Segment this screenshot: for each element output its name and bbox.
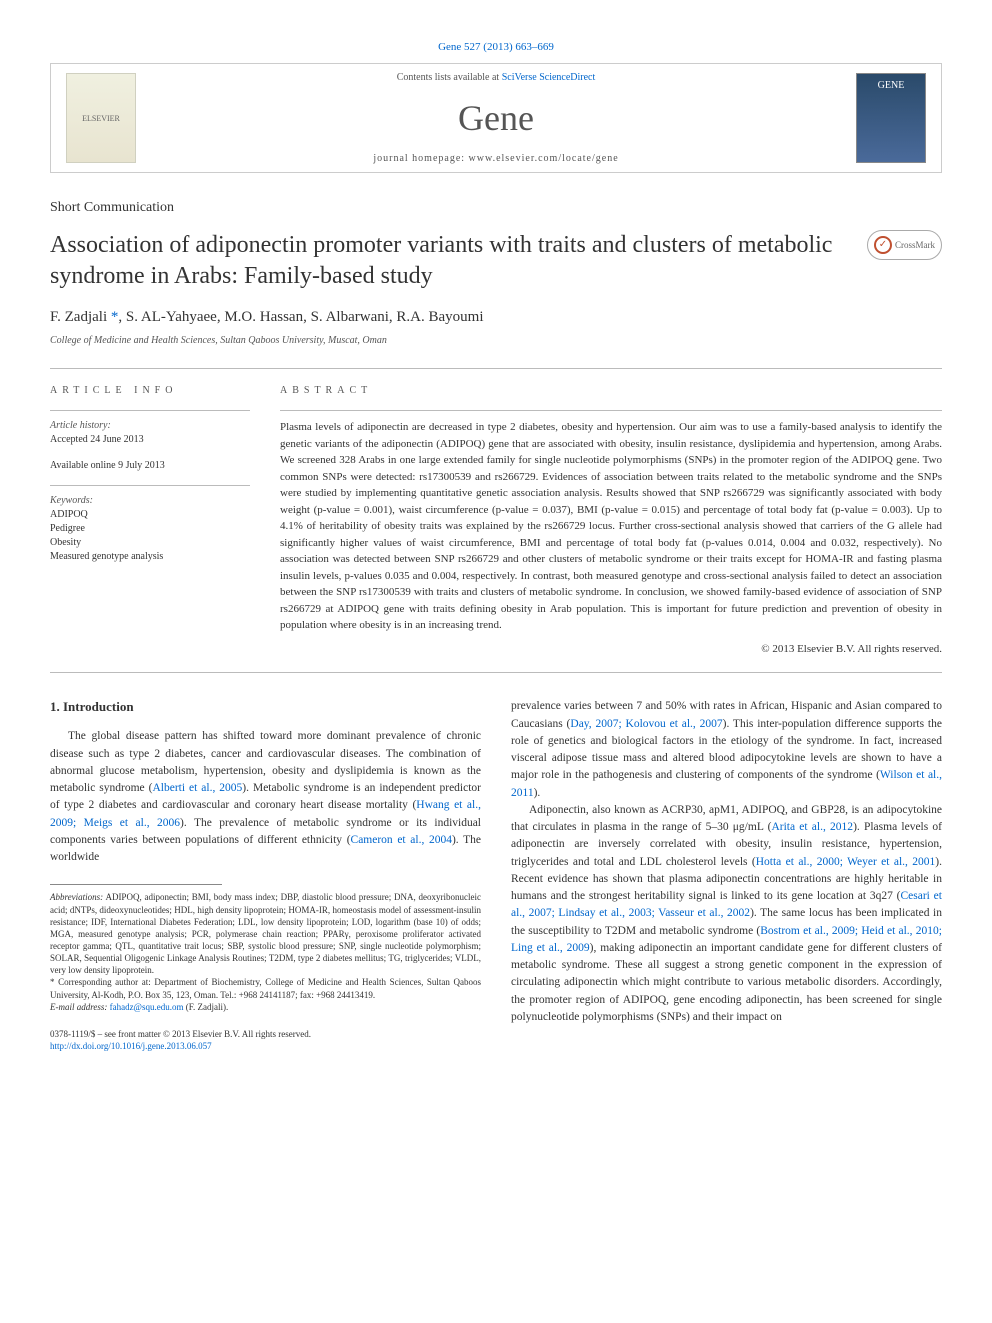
abbreviations-footnote: Abbreviations: ADIPOQ, adiponectin; BMI,… bbox=[50, 891, 481, 976]
page-footer: 0378-1119/$ – see front matter © 2013 El… bbox=[50, 1028, 481, 1053]
divider bbox=[50, 485, 250, 486]
article-type: Short Communication bbox=[50, 198, 942, 218]
journal-header: ELSEVIER Contents lists available at Sci… bbox=[50, 63, 942, 173]
body-paragraph: prevalence varies between 7 and 50% with… bbox=[511, 698, 942, 802]
journal-reference: Gene 527 (2013) 663–669 bbox=[50, 40, 942, 55]
crossmark-badge[interactable]: ✓ CrossMark bbox=[867, 230, 942, 260]
section-title: 1. Introduction bbox=[50, 698, 481, 716]
history-label: Article history: bbox=[50, 419, 250, 433]
divider bbox=[50, 410, 250, 411]
accepted-date: Accepted 24 June 2013 bbox=[50, 433, 250, 447]
divider bbox=[50, 368, 942, 369]
online-date: Available online 9 July 2013 bbox=[50, 459, 250, 473]
divider bbox=[50, 672, 942, 673]
keyword: Measured genotype analysis bbox=[50, 550, 250, 564]
keyword: Obesity bbox=[50, 536, 250, 550]
body-paragraph: The global disease pattern has shifted t… bbox=[50, 728, 481, 866]
doi-link[interactable]: http://dx.doi.org/10.1016/j.gene.2013.06… bbox=[50, 1041, 212, 1051]
authors: F. Zadjali *, S. AL-Yahyaee, M.O. Hassan… bbox=[50, 307, 942, 328]
footnote-divider bbox=[50, 884, 222, 885]
contents-available: Contents lists available at SciVerse Sci… bbox=[136, 71, 856, 85]
citation-link[interactable]: Cameron et al., 2004 bbox=[351, 834, 452, 846]
crossmark-icon: ✓ bbox=[874, 236, 892, 254]
affiliation: College of Medicine and Health Sciences,… bbox=[50, 334, 942, 348]
divider bbox=[280, 410, 942, 411]
email-link[interactable]: fahadz@squ.edu.om bbox=[110, 1002, 184, 1012]
elsevier-logo: ELSEVIER bbox=[66, 73, 136, 163]
citation-link[interactable]: Day, 2007; Kolovou et al., 2007 bbox=[570, 718, 722, 730]
corresponding-footnote: * Corresponding author at: Department of… bbox=[50, 976, 481, 1000]
keyword: Pedigree bbox=[50, 522, 250, 536]
keywords-label: Keywords: bbox=[50, 494, 250, 508]
journal-homepage: journal homepage: www.elsevier.com/locat… bbox=[136, 152, 856, 166]
issn-line: 0378-1119/$ – see front matter © 2013 El… bbox=[50, 1028, 481, 1041]
journal-cover-image: GENE bbox=[856, 73, 926, 163]
abstract-copyright: © 2013 Elsevier B.V. All rights reserved… bbox=[280, 642, 942, 657]
email-footnote: E-mail address: fahadz@squ.edu.om (F. Za… bbox=[50, 1001, 481, 1013]
keyword: ADIPOQ bbox=[50, 508, 250, 522]
citation-link[interactable]: Alberti et al., 2005 bbox=[152, 782, 242, 794]
article-info-header: ARTICLE INFO bbox=[50, 384, 250, 398]
abstract-header: ABSTRACT bbox=[280, 384, 942, 398]
article-title: Association of adiponectin promoter vari… bbox=[50, 230, 852, 292]
citation-link[interactable]: Hotta et al., 2000; Weyer et al., 2001 bbox=[756, 856, 936, 868]
abstract-text: Plasma levels of adiponectin are decreas… bbox=[280, 419, 942, 634]
body-paragraph: Adiponectin, also known as ACRP30, apM1,… bbox=[511, 802, 942, 1026]
sciencedirect-link[interactable]: SciVerse ScienceDirect bbox=[502, 72, 596, 83]
citation-link[interactable]: Arita et al., 2012 bbox=[771, 821, 853, 833]
journal-name: Gene bbox=[136, 93, 856, 143]
